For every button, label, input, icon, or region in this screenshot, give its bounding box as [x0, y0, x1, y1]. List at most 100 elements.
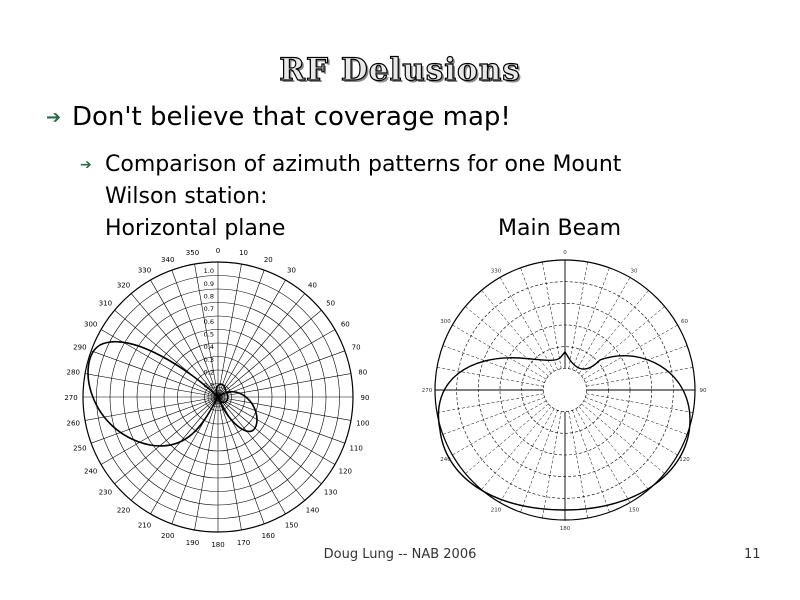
grid-spoke: [575, 408, 631, 503]
grid-spoke: [217, 396, 322, 485]
angle-label: 280: [67, 368, 80, 376]
angle-label: 270: [422, 388, 433, 394]
angle-label: 190: [186, 539, 199, 547]
radial-label: 0.9: [204, 280, 214, 288]
grid-spoke: [572, 267, 610, 370]
radial-label: 0.2: [204, 369, 214, 377]
grid-spoke: [217, 396, 336, 465]
grid-ring: [543, 368, 587, 412]
bullet: Don't believe that coverage map!: [72, 102, 511, 132]
grid-spoke: [171, 270, 219, 398]
grid-spoke: [542, 411, 562, 519]
angle-label: 330: [491, 268, 502, 274]
grid-spoke: [581, 306, 665, 377]
grid-spoke: [436, 393, 544, 413]
angle-label: 230: [99, 488, 112, 496]
angle-label: 340: [161, 256, 174, 264]
caption: Main Beam: [498, 216, 622, 241]
grid-spoke: [499, 277, 555, 372]
grid-spoke: [91, 350, 219, 398]
grid-spoke: [520, 410, 558, 513]
grid-spoke: [499, 408, 555, 503]
grid-spoke: [572, 410, 610, 513]
grid-spoke: [585, 345, 688, 383]
grid-spoke: [217, 270, 265, 398]
grid-spoke: [130, 293, 219, 398]
grid-spoke: [217, 350, 345, 398]
radial-label: 0.7: [204, 305, 214, 313]
footer: Doug Lung -- NAB 2006: [323, 547, 477, 562]
grid-spoke: [581, 403, 665, 474]
grid-spoke: [578, 290, 649, 374]
angle-label: 0: [216, 247, 220, 255]
grid-spoke: [194, 263, 219, 398]
grid-spoke: [586, 393, 694, 413]
angle-label: 310: [99, 300, 112, 308]
grid-spoke: [520, 267, 558, 370]
bullet-arrow: ➔: [80, 157, 92, 173]
grid-spoke: [130, 396, 219, 501]
grid-spoke: [217, 309, 322, 398]
grid-spoke: [114, 396, 219, 485]
angle-label: 90: [361, 394, 370, 402]
grid-spoke: [568, 261, 588, 369]
angle-label: 100: [356, 420, 369, 428]
grid-spoke: [465, 306, 549, 377]
angle-label: 20: [264, 256, 273, 264]
angle-label: 330: [138, 267, 151, 275]
sub-bullet: Wilson station:: [105, 184, 268, 209]
grid-spoke: [217, 293, 306, 398]
grid-spoke: [217, 396, 345, 444]
angle-label: 160: [262, 532, 275, 540]
grid-spoke: [586, 367, 694, 387]
angle-label: 270: [64, 394, 77, 402]
title: RF Delusions: [279, 51, 521, 88]
grid-spoke: [100, 396, 219, 465]
angle-label: 180: [211, 541, 224, 549]
angle-label: 120: [679, 457, 690, 463]
angle-label: 210: [491, 508, 502, 514]
angle-label: 150: [285, 521, 298, 529]
angle-label: 110: [349, 444, 362, 452]
angle-label: 150: [629, 508, 640, 514]
angle-label: 210: [138, 521, 151, 529]
angle-label: 40: [308, 281, 317, 289]
angle-label: 220: [117, 507, 130, 515]
grid-spoke: [217, 396, 265, 524]
sub-bullet: Comparison of azimuth patterns for one M…: [105, 152, 622, 177]
angle-label: 350: [186, 249, 199, 257]
caption: Horizontal plane: [105, 216, 286, 241]
grid-spoke: [575, 277, 631, 372]
angle-label: 140: [306, 507, 319, 515]
grid-spoke: [481, 290, 552, 374]
angle-label: 90: [700, 388, 707, 394]
grid-spoke: [452, 400, 547, 456]
grid-spoke: [217, 396, 352, 421]
grid-spoke: [585, 397, 688, 435]
pattern-curve: [437, 350, 691, 511]
angle-label: 30: [631, 268, 638, 274]
angle-label: 200: [161, 532, 174, 540]
pattern-curve: [87, 340, 258, 447]
radial-label: 0.8: [204, 292, 214, 300]
grid-spoke: [217, 396, 242, 531]
grid-spoke: [452, 324, 547, 380]
bullet-arrow: ➔: [46, 107, 62, 128]
grid-spoke: [465, 403, 549, 474]
grid-spoke: [481, 406, 552, 490]
angle-label: 0: [563, 250, 567, 256]
angle-label: 10: [239, 249, 248, 257]
angle-label: 170: [237, 539, 250, 547]
grid-spoke: [583, 400, 678, 456]
radial-label: 0.5: [204, 331, 214, 339]
grid-spoke: [171, 396, 219, 524]
angle-label: 80: [358, 368, 367, 376]
angle-label: 30: [287, 267, 296, 275]
angle-label: 240: [440, 457, 451, 463]
grid-spoke: [568, 411, 588, 519]
angle-label: 50: [326, 300, 335, 308]
grid-spoke: [217, 279, 286, 398]
angle-label: 250: [73, 444, 86, 452]
